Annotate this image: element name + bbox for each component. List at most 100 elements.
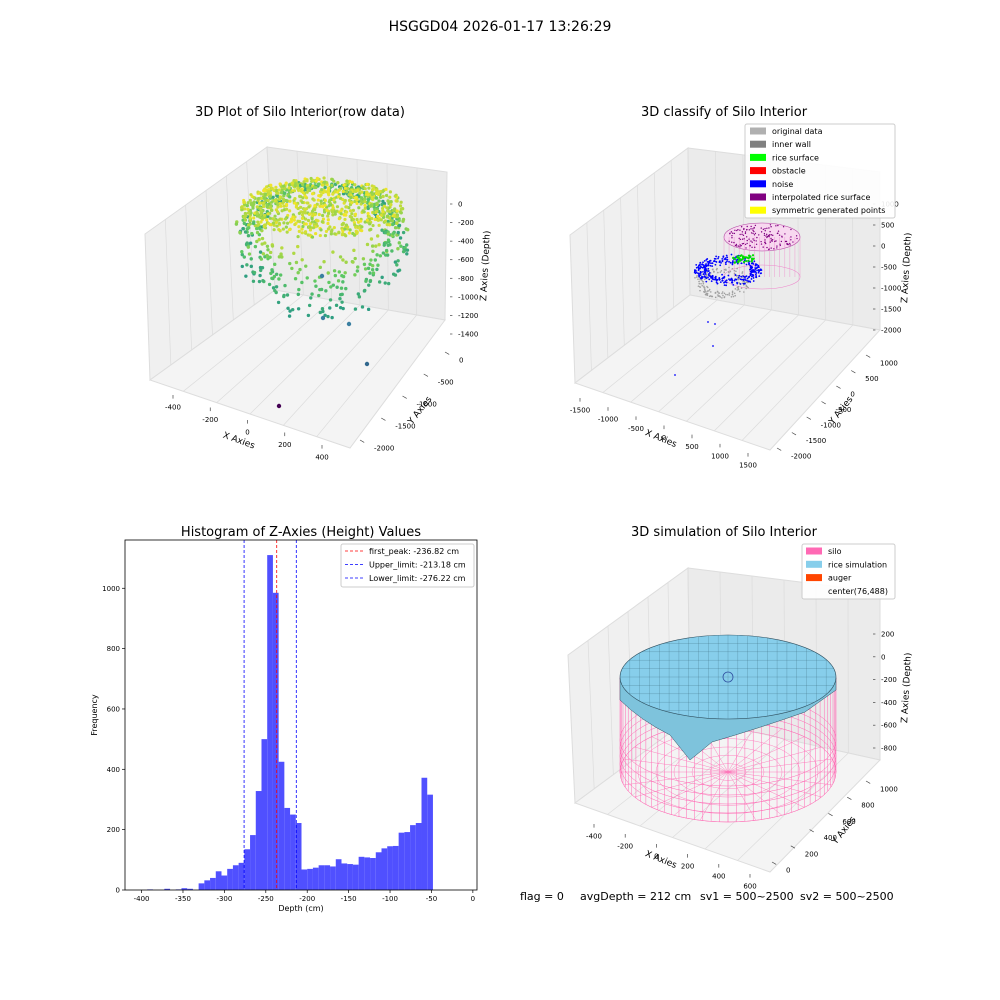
raw-data-point [277,227,281,232]
raw-data-point [300,200,304,205]
grid-line [602,299,718,393]
raw-data-point [275,224,279,228]
rice-surface-point [751,254,755,257]
raw-data-point [260,216,265,220]
classify-x-tick-label: 1000 [711,452,729,460]
raw-data-point [270,244,275,248]
simulation-y-tick-mark [790,845,796,849]
noise-point [699,263,701,266]
interpolated-point [746,239,748,242]
raw-data-point [362,289,367,293]
interpolated-point [760,240,762,243]
noise-point [699,277,702,280]
raw-data-point [354,229,358,233]
noise-point [728,278,730,281]
raw-data-point [398,204,403,208]
original-data-point [706,286,709,289]
classify-3d-floor-pane [573,294,881,451]
figure-suptitle: HSGGD04 2026-01-17 13:26:29 [389,19,612,35]
raw-data-point [283,186,287,191]
raw-data-point [272,274,277,279]
raw-data-point [314,218,318,222]
raw-x-tick-label: 400 [315,454,328,462]
raw-data-point [390,249,394,253]
interpolated-point [770,237,772,240]
raw-data-point [309,296,313,300]
original-data-point [732,295,735,298]
noise-point [711,265,714,267]
raw-z-tick-label: -200 [458,219,474,227]
raw-data-point [353,223,357,227]
raw-data-point [396,259,400,263]
raw-data-point [388,216,392,220]
raw-data-point [375,201,379,205]
original-data-point [734,294,737,297]
raw-data-point [322,208,327,213]
raw-data-point [385,214,390,218]
raw-data-point [377,199,381,203]
x-tick-label: -200 [299,895,315,903]
interpolated-point [780,240,783,243]
original-data-point [735,270,737,273]
raw-data-point [265,218,269,222]
raw-data-point [385,223,389,227]
raw-data-point [279,252,283,256]
interpolated-point [754,232,757,235]
raw-data-point [246,207,250,211]
interpolated-point [766,227,768,230]
raw-data-point [384,231,388,235]
noise-point [736,282,739,285]
noise-point [703,265,705,268]
histogram-bar [375,852,382,890]
raw-data-point [369,237,374,241]
raw-data-point [245,203,249,208]
raw-data-point [288,209,292,213]
raw-data-point [313,212,317,217]
raw-data-point [282,221,286,225]
noise-point [726,258,729,261]
raw-data-point [344,223,348,227]
raw-data-point [283,283,287,288]
raw-data-point [338,305,343,310]
noise-point [723,284,726,287]
raw-data-point [346,187,350,191]
noise-point [725,284,728,287]
raw-data-point [373,258,378,262]
raw-data-point [331,283,336,287]
original-data-point [723,268,726,271]
interpolated-point [785,240,788,243]
raw-data-point [374,191,378,196]
raw-data-point [271,286,276,290]
interpolated-point [777,232,779,234]
raw-data-point [386,243,390,247]
original-data-point [713,270,715,273]
noise-point [715,281,718,284]
raw-data-point [325,208,329,212]
raw-data-point [287,314,292,318]
raw-data-point [280,209,284,213]
raw-data-point [248,218,253,223]
interpolated-point [741,238,744,240]
histogram-bar [318,865,325,890]
grid-line [637,185,642,333]
raw-data-point [333,273,338,278]
raw-data-point [302,222,307,226]
noise-point [748,276,750,279]
raw-data-point [243,215,247,219]
raw-data-point [356,292,361,296]
simulation-3d-title: 3D simulation of Silo Interior [631,525,818,540]
raw-data-point [366,197,371,202]
interpolated-cylinder-top [723,222,801,252]
raw-data-point [347,231,351,235]
raw-data-point [383,219,387,223]
raw-data-point [277,221,282,226]
histogram-bar [290,814,296,890]
raw-data-point [322,176,326,180]
interpolated-point [737,245,740,247]
histogram-title: Histogram of Z-Axies (Height) Values [181,525,421,540]
rice-surface-point [747,254,751,257]
classify-y-tick-mark [806,416,812,420]
interpolated-point [768,227,770,229]
silo-floor-spoke [727,771,833,786]
original-data-point [721,292,723,295]
